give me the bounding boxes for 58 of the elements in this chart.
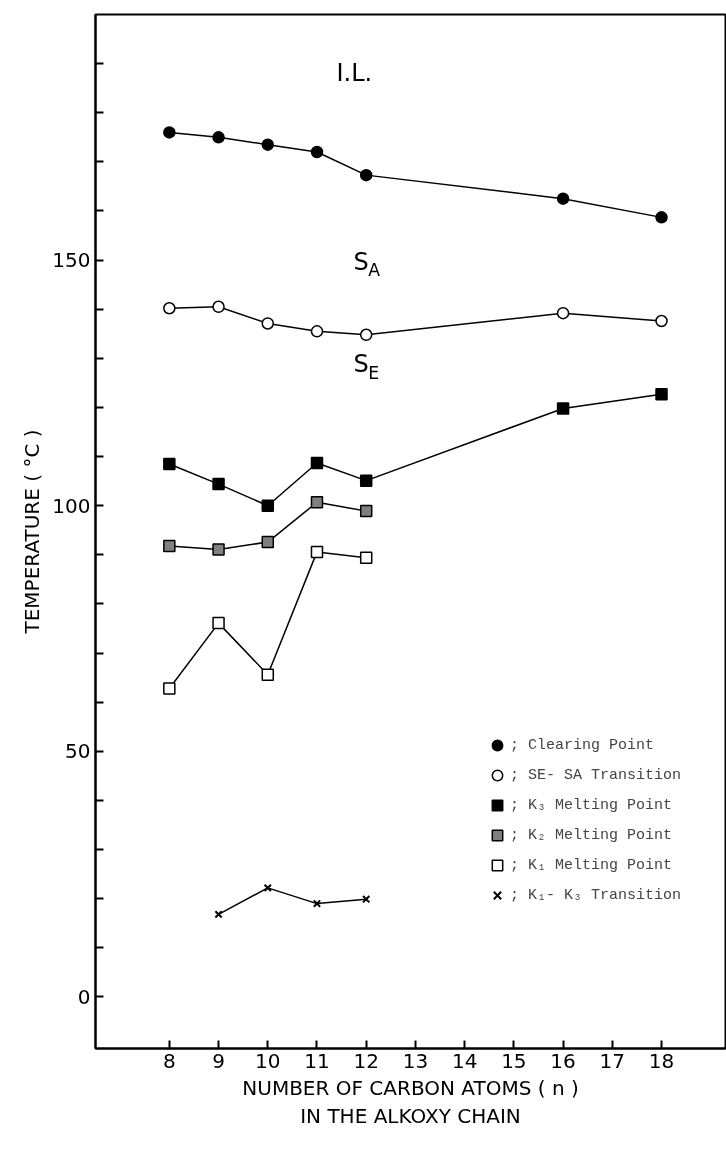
point: [556, 192, 570, 205]
point: [359, 551, 373, 565]
x-tick-label: 11: [304, 1048, 330, 1073]
x-tick-label: 12: [353, 1048, 379, 1073]
y-tick-label: 50: [65, 739, 91, 764]
annotation: I.L.: [336, 59, 373, 88]
legend-label: ; K₁ Melting Point: [510, 856, 673, 874]
y-tick-label: 100: [52, 493, 91, 518]
point: [163, 126, 176, 139]
point: [556, 306, 570, 320]
point: [359, 168, 373, 182]
point: [214, 910, 223, 919]
x-tick-label: 18: [648, 1048, 675, 1073]
point: [212, 131, 225, 144]
point: [261, 668, 275, 681]
point: [163, 539, 176, 553]
point: [556, 402, 570, 415]
point: [163, 302, 176, 315]
legend-label: ; K₃ Melting Point: [510, 796, 673, 814]
point: [163, 682, 176, 695]
x-tick-label: 14: [451, 1048, 478, 1073]
y-tick-label: 150: [52, 248, 91, 273]
point: [212, 477, 225, 491]
x-tick-label: 17: [599, 1048, 626, 1073]
point: [212, 616, 225, 630]
point: [655, 387, 668, 401]
x-tick-label: 9: [212, 1048, 225, 1073]
point: [310, 145, 324, 159]
legend-label: ; K₁- K₃ Transition: [510, 886, 682, 904]
point: [359, 504, 373, 518]
legend-label: ; SE- SA Transition: [510, 766, 682, 784]
point: [261, 317, 275, 330]
point: [362, 894, 371, 904]
point: [655, 211, 668, 224]
x-tick-label: 10: [255, 1048, 281, 1073]
point: [310, 456, 324, 470]
point: [261, 499, 275, 512]
point: [359, 474, 373, 487]
x-axis-title: NUMBER OF CARBON ATOMS ( n ) IN THE ALKOXY CHAIN: [242, 1075, 579, 1129]
point: [261, 535, 275, 549]
point: [261, 138, 275, 151]
point: [212, 543, 225, 556]
x-tick-label: 15: [501, 1048, 527, 1073]
x-tick-label: 8: [162, 1048, 176, 1073]
legend-label: ; Clearing Point: [510, 736, 655, 754]
point: [263, 883, 272, 893]
y-tick-label: 0: [77, 984, 91, 1009]
point: [359, 328, 373, 342]
point: [310, 545, 324, 559]
point: [655, 314, 668, 328]
point: [212, 300, 225, 314]
point: [163, 457, 176, 471]
point: [310, 496, 324, 509]
point: [310, 325, 324, 338]
y-axis-title: TEMPERATURE ( °C ): [20, 429, 45, 635]
x-tick-label: 16: [550, 1048, 576, 1073]
legend-label: ; K₂ Melting Point: [510, 826, 673, 844]
x-tick-label: 13: [402, 1048, 429, 1073]
